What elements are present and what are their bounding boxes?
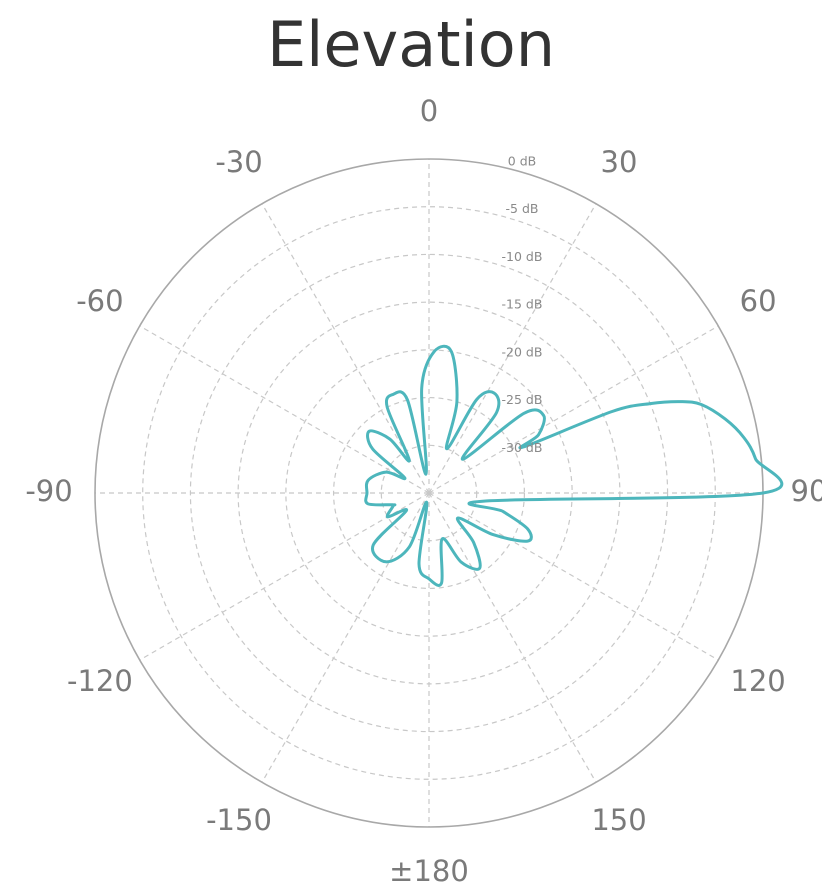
spoke-gridline [428,492,597,783]
angle-tick-label: 0 [420,94,438,128]
angle-tick-label: -90 [25,474,72,508]
angle-tick-label: 60 [740,284,777,318]
elevation-pattern-line [364,344,784,587]
spoke-gridline [428,492,719,661]
angle-tick-label: 120 [730,664,785,698]
angle-tick-label: 150 [591,803,646,837]
spoke-gridline [139,492,430,661]
ring-gridline [380,444,478,542]
ring-label: -30 dB [502,440,543,455]
ring-gridline [189,253,669,733]
ring-label: -10 dB [502,249,543,264]
spoke-gridline [428,203,597,494]
angle-tick-label: 30 [601,145,638,179]
angle-tick-label: ±180 [389,854,469,888]
ring-label: -20 dB [502,344,543,359]
spoke-gridline [261,203,430,494]
spoke-gridline [139,325,430,494]
angle-tick-label: -60 [76,284,123,318]
spoke-gridline [261,492,430,783]
ring-gridline [142,206,716,780]
angle-tick-label: -120 [67,664,133,698]
ring-label: -25 dB [502,392,543,407]
angle-tick-label: -150 [206,803,272,837]
spoke-gridline [428,325,719,494]
ring-gridline [332,396,526,590]
ring-label: 0 dB [508,154,536,169]
ring-label: -5 dB [506,201,539,216]
ring-gridline [237,301,621,685]
ring-label: -15 dB [502,297,543,312]
chart-title: Elevation [267,8,555,81]
angle-tick-label: -30 [215,145,262,179]
ring-gridline [285,349,573,637]
angle-tick-label: 90 [791,474,822,508]
